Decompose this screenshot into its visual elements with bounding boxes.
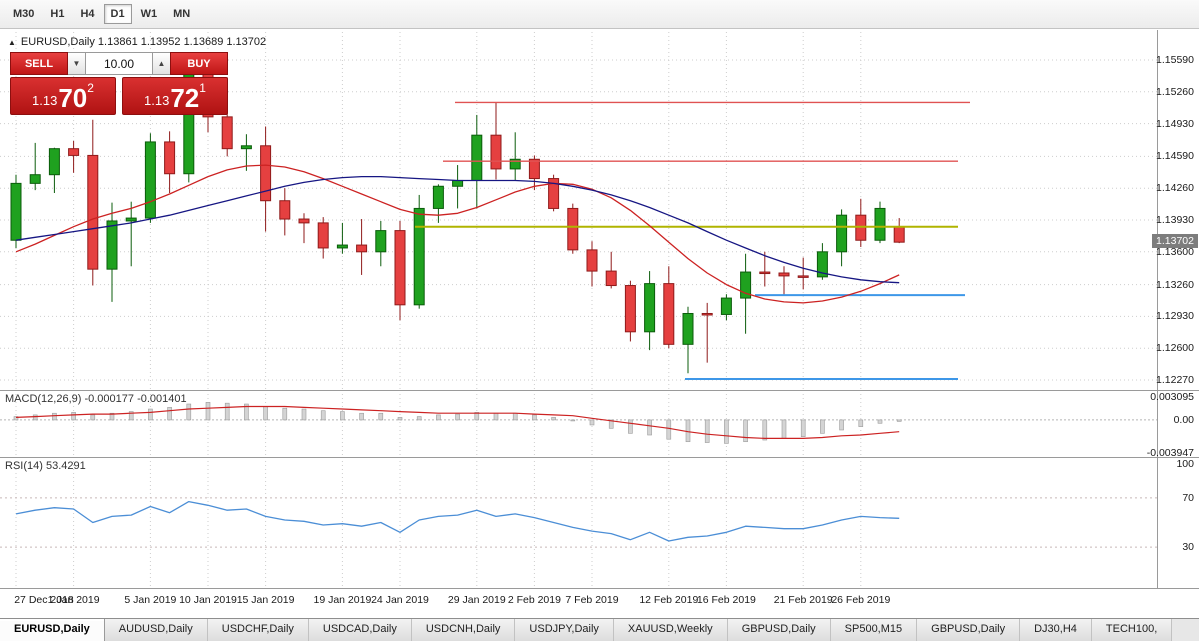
chart-tab-gbpusd-daily-2[interactable]: GBPUSD,Daily <box>917 619 1021 641</box>
one-click-trading-panel: SELL ▼ ▲ BUY 1.13 70 2 1.13 72 1 <box>10 52 228 115</box>
date-axis-label: 19 Jan 2019 <box>313 594 372 606</box>
collapse-chart-icon[interactable]: ▲ <box>8 38 16 47</box>
chart-tab-usdcnh-daily[interactable]: USDCNH,Daily <box>411 619 516 641</box>
rsi-canvas[interactable] <box>0 457 1199 588</box>
chart-tab-audusd-daily[interactable]: AUDUSD,Daily <box>104 619 208 641</box>
sell-price-prefix: 1.13 <box>32 93 58 108</box>
sell-price-display[interactable]: 1.13 70 2 <box>10 77 116 115</box>
sell-price-sup: 2 <box>87 81 94 95</box>
current-price-tag: 1.13702 <box>1152 233 1198 248</box>
chart-tab-usdchf-daily[interactable]: USDCHF,Daily <box>207 619 309 641</box>
chevron-down-icon: ▼ <box>72 59 81 68</box>
date-axis-label: 2 Feb 2019 <box>507 594 561 606</box>
timeframe-button-mn[interactable]: MN <box>166 4 197 24</box>
date-axis-label: 24 Jan 2019 <box>371 594 429 606</box>
chart-tab-tech100[interactable]: TECH100, <box>1091 619 1173 641</box>
date-axis-label: 26 Feb 2019 <box>831 594 891 606</box>
date-axis-label: 12 Feb 2019 <box>639 594 699 606</box>
chart-tab-usdcad-daily[interactable]: USDCAD,Daily <box>308 619 412 641</box>
timeframe-button-m30[interactable]: M30 <box>6 4 41 24</box>
date-axis-label: 21 Feb 2019 <box>773 594 833 606</box>
panel-separator <box>0 390 1199 391</box>
date-axis: 27 Dec 2018 1 Jan 2019 5 Jan 2019 10 Jan 20… <box>0 588 1199 618</box>
date-axis-label: 1 Jan 2019 <box>47 594 100 606</box>
chart-tab-xauusd-weekly[interactable]: XAUUSD,Weekly <box>613 619 728 641</box>
axis-separator <box>1157 30 1158 588</box>
buy-button[interactable]: BUY <box>170 52 228 75</box>
chevron-up-icon: ▲ <box>157 59 166 68</box>
price-chart-canvas[interactable] <box>0 32 1199 390</box>
date-axis-label: 5 Jan 2019 <box>124 594 177 606</box>
date-axis-label: 16 Feb 2019 <box>696 594 756 606</box>
volume-down-button[interactable]: ▼ <box>68 52 85 75</box>
date-axis-label: 27 Dec 2018 <box>14 594 74 606</box>
chart-tab-dj30-h4[interactable]: DJ30,H4 <box>1020 619 1092 641</box>
volume-up-button[interactable]: ▲ <box>153 52 170 75</box>
date-axis-label: 15 Jan 2019 <box>236 594 295 606</box>
chart-tab-sp500-m15[interactable]: SP500,M15 <box>830 619 918 641</box>
rsi-label: RSI(14) 53.4291 <box>5 460 86 472</box>
timeframe-button-h1[interactable]: H1 <box>43 4 71 24</box>
timeframe-toolbar: M30 H1 H4 D1 W1 MN <box>0 0 1199 29</box>
volume-input[interactable] <box>85 52 153 75</box>
date-axis-label: 29 Jan 2019 <box>447 594 506 606</box>
chart-tab-eurusd-daily[interactable]: EURUSD,Daily <box>0 619 105 641</box>
macd-label: MACD(12,26,9) -0.000177 -0.001401 <box>5 393 187 405</box>
chart-tab-bar: EURUSD,Daily AUDUSD,Daily USDCHF,Daily USDC… <box>0 618 1199 641</box>
sell-price-big: 70 <box>58 83 88 113</box>
chart-tab-gbpusd-daily[interactable]: GBPUSD,Daily <box>727 619 831 641</box>
timeframe-button-h4[interactable]: H4 <box>73 4 101 24</box>
macd-canvas[interactable] <box>0 390 1199 457</box>
timeframe-button-w1[interactable]: W1 <box>134 4 165 24</box>
timeframe-button-d1[interactable]: D1 <box>103 4 132 24</box>
sell-button[interactable]: SELL <box>10 52 68 75</box>
date-axis-label: 10 Jan 2019 <box>179 594 237 606</box>
date-axis-label: 7 Feb 2019 <box>565 594 619 606</box>
chart-tab-usdjpy-daily[interactable]: USDJPY,Daily <box>515 619 614 641</box>
chart-ohlc-text: EURUSD,Daily 1.13861 1.13952 1.13689 1.1… <box>20 36 267 48</box>
buy-price-display[interactable]: 1.13 72 1 <box>122 77 228 115</box>
panel-separator <box>0 457 1199 458</box>
buy-price-sup: 1 <box>199 81 206 95</box>
buy-price-big: 72 <box>170 83 200 113</box>
chart-ohlc-header: ▲ EURUSD,Daily 1.13861 1.13952 1.13689 1.… <box>8 36 266 48</box>
buy-price-prefix: 1.13 <box>144 93 170 108</box>
